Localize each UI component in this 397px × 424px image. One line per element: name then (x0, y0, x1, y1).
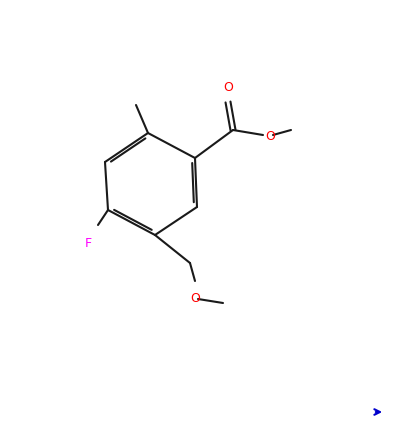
Text: O: O (190, 292, 200, 305)
Text: O: O (265, 129, 275, 142)
Text: O: O (223, 81, 233, 94)
Text: F: F (85, 237, 92, 250)
